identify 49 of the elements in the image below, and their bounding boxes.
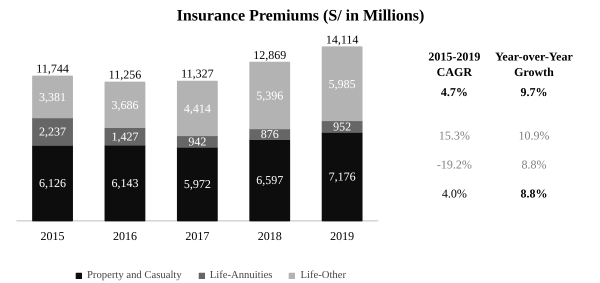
legend-label: Life-Other xyxy=(300,270,346,281)
data-label: 2,237 xyxy=(39,124,66,139)
data-label: 1,427 xyxy=(111,129,138,144)
bar xyxy=(104,144,146,222)
bar xyxy=(104,82,146,128)
data-label: 942 xyxy=(188,134,206,148)
data-label: 6,126 xyxy=(39,176,66,190)
total-label: 11,327 xyxy=(181,66,214,81)
text: Year-over-Year Growth xyxy=(495,50,574,79)
bar xyxy=(322,46,363,122)
total-label: 11,744 xyxy=(36,62,69,76)
data-label: 5,396 xyxy=(256,88,284,102)
bar xyxy=(249,62,290,130)
data-label: 876 xyxy=(260,127,279,142)
text: 10.9% xyxy=(518,128,550,143)
text: 4.7% xyxy=(440,85,468,100)
bar xyxy=(249,139,290,222)
data-label: 4,414 xyxy=(184,101,211,116)
chart-title: Insurance Premiums (S/ in Millions) xyxy=(176,8,424,24)
bar xyxy=(322,132,363,222)
text: 4.0% xyxy=(442,186,467,201)
legend-label: Property and Casualty xyxy=(87,270,182,281)
data-label: 6,143 xyxy=(111,176,138,190)
x-tick-label: 2018 xyxy=(258,228,282,243)
x-tick-label: 2017 xyxy=(185,228,210,243)
total-label: 14,114 xyxy=(326,32,358,46)
bar xyxy=(32,144,73,222)
data-label: 5,972 xyxy=(184,177,211,192)
bar xyxy=(176,80,218,136)
bar xyxy=(32,76,73,118)
data-label: 3,686 xyxy=(111,98,138,112)
total-label: 11,256 xyxy=(108,68,142,82)
data-label: 952 xyxy=(333,120,352,134)
text: 8.8% xyxy=(520,186,548,201)
x-tick-label: 2016 xyxy=(112,228,137,243)
data-label: 7,176 xyxy=(328,170,356,184)
data-label: 5,985 xyxy=(328,76,356,91)
text: 8.8% xyxy=(521,157,546,172)
legend-label: Life-Annuities xyxy=(210,270,272,281)
text: 9.7% xyxy=(520,85,548,100)
bar xyxy=(176,146,218,222)
x-tick-label: 2019 xyxy=(330,228,354,243)
text: 15.3% xyxy=(438,128,470,143)
total-label: 12,869 xyxy=(253,48,286,62)
x-tick-label: 2015 xyxy=(40,228,65,243)
text: 2015-2019 CAGR xyxy=(428,50,480,79)
data-label: 6,597 xyxy=(256,173,284,188)
text: -19.2% xyxy=(436,157,472,172)
data-label: 3,381 xyxy=(39,90,66,104)
